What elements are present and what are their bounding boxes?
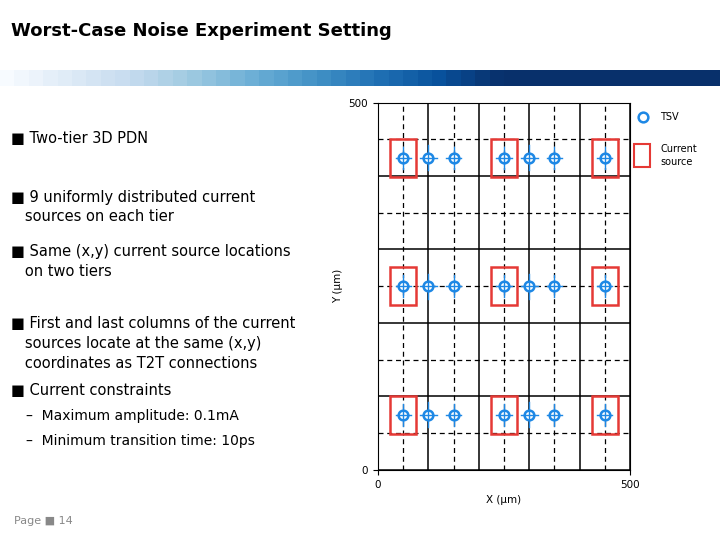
Text: –  Minimum transition time: 10ps: – Minimum transition time: 10ps bbox=[26, 434, 255, 448]
Bar bbox=[491, 396, 517, 434]
Text: TSV: TSV bbox=[660, 112, 679, 122]
Text: Page ■ 14: Page ■ 14 bbox=[14, 516, 73, 526]
Text: ■ Current constraints: ■ Current constraints bbox=[12, 383, 171, 399]
Bar bbox=[390, 267, 416, 305]
Bar bbox=[592, 396, 618, 434]
X-axis label: X (μm): X (μm) bbox=[487, 495, 521, 505]
Bar bbox=[390, 396, 416, 434]
Bar bbox=[390, 139, 416, 177]
Bar bbox=[491, 267, 517, 305]
Text: ■ Same (x,y) current source locations
   on two tiers: ■ Same (x,y) current source locations on… bbox=[12, 244, 291, 279]
Text: ■ Two-tier 3D PDN: ■ Two-tier 3D PDN bbox=[12, 131, 148, 146]
Text: –  Maximum amplitude: 0.1mA: – Maximum amplitude: 0.1mA bbox=[26, 409, 239, 423]
Text: Current
source: Current source bbox=[660, 144, 697, 167]
Bar bbox=[491, 139, 517, 177]
Text: ■ First and last columns of the current
   sources locate at the same (x,y)
   c: ■ First and last columns of the current … bbox=[12, 316, 296, 370]
Text: ■ 9 uniformly distributed current
   sources on each tier: ■ 9 uniformly distributed current source… bbox=[12, 190, 256, 225]
Text: Worst-Case Noise Experiment Setting: Worst-Case Noise Experiment Setting bbox=[11, 22, 392, 39]
Y-axis label: Y (μm): Y (μm) bbox=[333, 269, 343, 303]
Bar bbox=[592, 267, 618, 305]
Bar bbox=[592, 139, 618, 177]
